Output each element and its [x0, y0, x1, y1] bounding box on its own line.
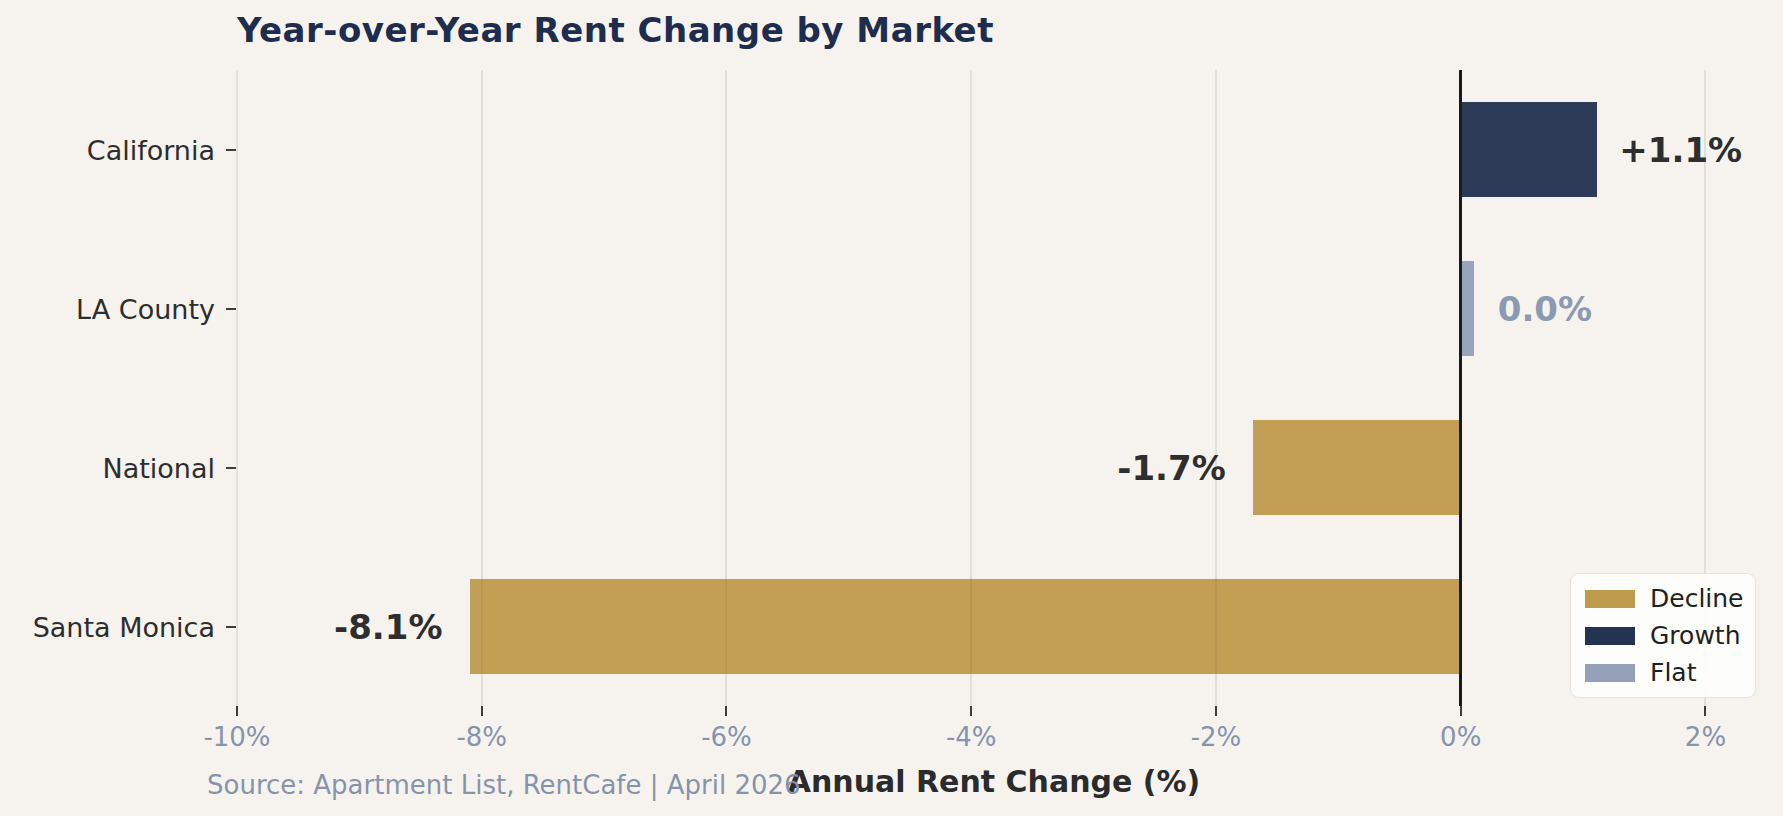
plot-area: +1.1% 0.0% -1.7% -8.1%: [237, 70, 1752, 706]
x-tick: [1215, 706, 1217, 716]
x-tick-label--2%: -2%: [1146, 722, 1286, 752]
gridline--6%: [725, 70, 727, 706]
bar-california: [1462, 102, 1597, 197]
gridline--8%: [481, 70, 483, 706]
bar-value-label: -8.1%: [334, 607, 442, 647]
x-tick-label--10%: -10%: [167, 722, 307, 752]
legend-item-decline: Decline: [1585, 582, 1741, 615]
y-tick: [226, 626, 236, 628]
x-tick-label--6%: -6%: [656, 722, 796, 752]
gridline--2%: [1215, 70, 1217, 706]
chart-title: Year-over-Year Rent Change by Market: [237, 10, 994, 50]
bar-value-label: +1.1%: [1619, 130, 1742, 170]
x-tick: [481, 706, 483, 716]
decline-swatch-icon: [1585, 590, 1635, 608]
legend-label: Flat: [1650, 658, 1696, 687]
bar-value-label: 0.0%: [1498, 289, 1592, 329]
x-tick: [236, 706, 238, 716]
category-label-national: National: [102, 452, 215, 483]
source-note: Source: Apartment List, RentCafe | April…: [207, 770, 801, 800]
chart-figure: Year-over-Year Rent Change by Market +1.…: [0, 0, 1783, 816]
legend-item-growth: Growth: [1585, 619, 1741, 652]
legend-label: Decline: [1650, 584, 1744, 613]
legend-item-flat: Flat: [1585, 656, 1741, 689]
x-tick: [725, 706, 727, 716]
bar-santa-monica: [470, 579, 1461, 674]
y-tick: [226, 467, 236, 469]
y-tick: [226, 308, 236, 310]
x-tick-label--8%: -8%: [412, 722, 552, 752]
x-tick: [1704, 706, 1706, 716]
gridline--4%: [970, 70, 972, 706]
category-label-santa-monica: Santa Monica: [33, 611, 215, 642]
x-tick: [970, 706, 972, 716]
growth-swatch-icon: [1585, 627, 1635, 645]
bar-la-county: [1462, 261, 1474, 356]
gridline--10%: [236, 70, 238, 706]
x-tick: [1460, 706, 1462, 716]
category-label-la-county: LA County: [76, 293, 215, 324]
x-tick-label-2%: 2%: [1635, 722, 1775, 752]
legend: Decline Growth Flat: [1570, 573, 1756, 698]
legend-label: Growth: [1650, 621, 1741, 650]
flat-swatch-icon: [1585, 664, 1635, 682]
zero-baseline: [1459, 70, 1462, 706]
x-tick-label-0%: 0%: [1391, 722, 1531, 752]
category-label-california: California: [87, 134, 215, 165]
bar-value-label: -1.7%: [1117, 448, 1225, 488]
y-tick: [226, 149, 236, 151]
bar-national: [1253, 420, 1461, 515]
x-tick-label--4%: -4%: [901, 722, 1041, 752]
